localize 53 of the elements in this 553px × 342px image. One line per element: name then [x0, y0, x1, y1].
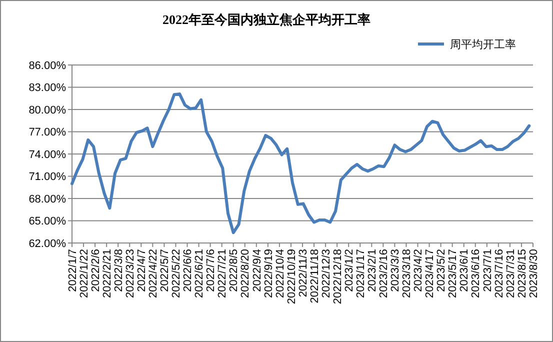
x-tick-label: 2022/10/19 [286, 249, 298, 304]
x-tick-label: 2023/2/16 [378, 249, 390, 298]
line-series [70, 92, 531, 234]
x-tick-label: 2022/12/3 [320, 249, 332, 298]
x-tick-label: 2022/12/18 [332, 249, 344, 304]
y-tick-label: 62.00% [28, 238, 66, 250]
x-tick-label: 2023/6/16 [470, 249, 482, 298]
x-tick-label: 2022/8/5 [228, 249, 240, 292]
x-tick-label: 2022/5/22 [170, 249, 183, 298]
chart-title: 2022年至今国内独立焦企平均开工率 [162, 12, 370, 27]
y-tick-label: 77.00% [28, 126, 66, 139]
x-tick-label: 2023/5/2 [436, 249, 448, 292]
y-tick-label: 68.00% [28, 193, 66, 206]
x-tick-label: 2022/9/19 [262, 249, 275, 298]
legend-label: 周平均开工率 [450, 38, 516, 51]
x-tick-label: 2023/8/30 [528, 249, 540, 298]
x-tick-label: 2023/3/18 [401, 249, 414, 298]
x-tick-label: 2023/3/3 [390, 249, 402, 292]
x-tick-label: 2023/4/2 [412, 249, 425, 292]
x-tick-label: 2023/2/1 [366, 249, 378, 292]
x-tick-label: 2022/2/6 [90, 249, 102, 292]
x-tick-label: 2022/7/6 [205, 249, 218, 292]
x-tick-label: 2022/7/21 [216, 249, 229, 298]
x-tick-label: 2023/1/17 [354, 249, 367, 298]
x-tick-label: 2022/4/7 [136, 249, 148, 292]
x-tick-label: 2022/2/21 [101, 249, 114, 298]
x-tick-label: 2022/3/23 [124, 249, 136, 298]
y-tick-label: 71.00% [28, 171, 66, 184]
x-tick-label: 2022/11/18 [308, 249, 321, 304]
x-tick-label: 2022/5/7 [159, 249, 172, 292]
y-tick-label: 83.00% [28, 82, 66, 94]
y-tick-label: 80.00% [28, 104, 66, 116]
y-tick-label: 65.00% [28, 216, 66, 228]
y-tick-label: 74.00% [28, 148, 66, 161]
x-tick-label: 2022/8/20 [240, 249, 252, 298]
x-tick-label: 2022/10/4 [274, 249, 286, 298]
x-tick-label: 2023/6/1 [458, 249, 471, 292]
x-tick-label: 2022/1/22 [78, 249, 90, 298]
x-tick-label: 2022/6/21 [194, 249, 206, 298]
x-tick-label: 2023/1/2 [343, 249, 356, 292]
x-tick-label: 2022/4/22 [148, 249, 160, 298]
x-tick-label: 2022/6/6 [182, 249, 194, 292]
x-tick-label: 2023/7/31 [504, 249, 517, 298]
x-tick-label: 2023/8/15 [516, 249, 528, 298]
x-tick-label: 2023/7/16 [493, 249, 506, 298]
y-tick-label: 86.00% [28, 60, 66, 72]
x-tick-label: 2022/1/7 [66, 249, 79, 292]
x-tick-label: 2022/9/4 [251, 249, 264, 292]
x-tick-label: 2023/5/17 [447, 249, 460, 298]
x-tick-label: 2023/7/1 [482, 249, 494, 292]
x-tick-label: 2023/4/17 [424, 249, 436, 298]
x-tick-label: 2022/3/8 [112, 249, 125, 292]
x-tick-label: 2022/11/3 [297, 249, 310, 298]
